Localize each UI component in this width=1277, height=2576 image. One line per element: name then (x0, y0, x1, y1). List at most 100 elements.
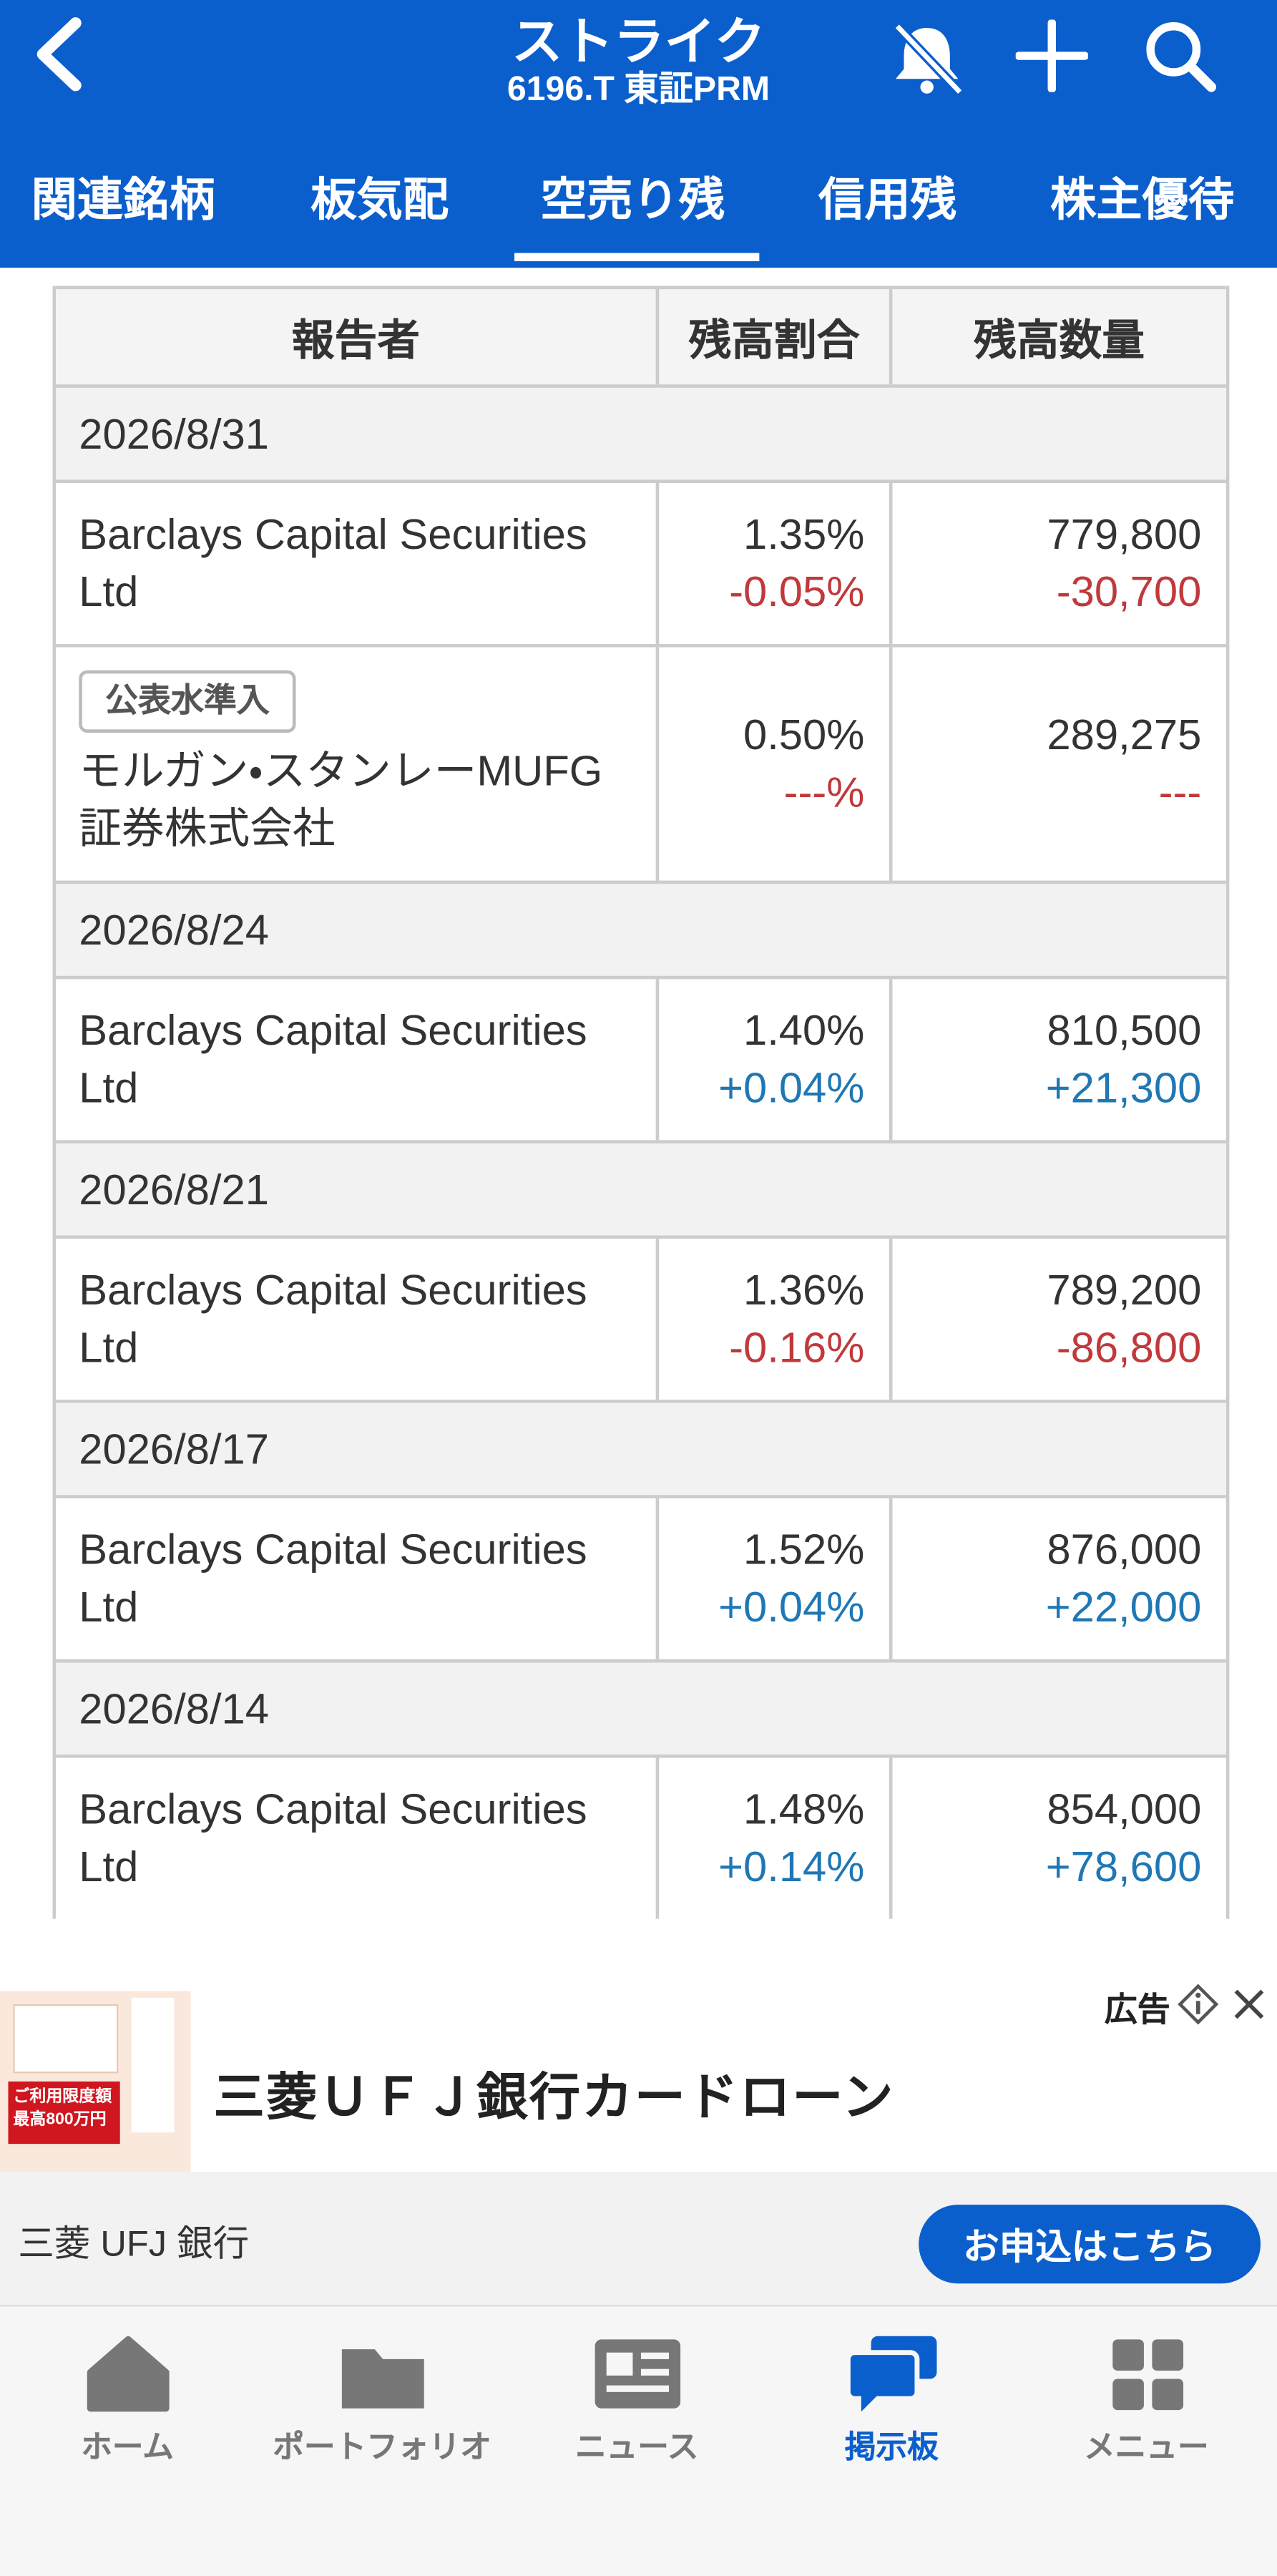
tab[interactable]: 信用残 (818, 174, 957, 225)
reporter-cell: Barclays Capital Securities Ltd (56, 482, 660, 644)
ad-info-icon[interactable] (1177, 1983, 1220, 2026)
table-scroll: 報告者 残高割合 残高数量 2026/8/31 Barclays Capital … (0, 268, 1277, 1979)
quantity-change: -30,700 (1056, 567, 1202, 616)
reporter-cell: Barclays Capital Securities Ltd (56, 1239, 660, 1400)
reporter-cell: Barclays Capital Securities Ltd (56, 979, 660, 1141)
active-tab-indicator (514, 253, 760, 262)
ratio-cell: 1.48% +0.14% (659, 1757, 893, 1919)
quantity: 854,000 (1047, 1784, 1202, 1834)
date-row: 2026/8/31 (56, 384, 1226, 480)
quantity: 289,275 (1047, 709, 1202, 759)
ad-banner[interactable]: ご利用限度額 最高800万円 広告 三菱ＵＦＪ銀行カードローン 三菱 UFJ 銀… (0, 1979, 1277, 2306)
reporter-name: Barclays Capital Securities Ltd (79, 509, 587, 616)
reporter-name: Barclays Capital Securities Ltd (79, 1524, 587, 1631)
quantity-cell: 289,275 --- (892, 648, 1225, 881)
nav-item[interactable]: ポートフォリオ (255, 2306, 509, 2504)
ratio: 1.48% (743, 1784, 865, 1834)
ad-close-button[interactable] (1231, 1986, 1268, 2023)
quantity-cell: 876,000 +22,000 (892, 1498, 1225, 1659)
tab-active[interactable]: 空売り残 (540, 174, 725, 225)
add-button[interactable] (1015, 19, 1088, 92)
tab[interactable]: 関連銘柄 (31, 174, 215, 225)
quantity: 789,200 (1047, 1264, 1202, 1314)
report-row[interactable]: Barclays Capital Securities Ltd 1.35% -0.0… (56, 479, 1226, 644)
reporter-name: Barclays Capital Securities Ltd (79, 1005, 587, 1113)
nav-item[interactable]: ニュース (509, 2306, 764, 2504)
ratio-cell: 1.40% +0.04% (659, 979, 893, 1141)
ad-image-text: 最高800万円 (13, 2111, 107, 2129)
nav-item[interactable]: ホーム (0, 2306, 255, 2504)
ad-cta-button[interactable]: お申込はこちら (919, 2205, 1261, 2284)
reporter-cell: Barclays Capital Securities Ltd (56, 1498, 660, 1659)
ratio: 1.36% (743, 1264, 865, 1314)
column-header: 残高数量 (974, 314, 1145, 364)
ratio-change: +0.04% (718, 1063, 865, 1113)
quantity-change: -86,800 (1056, 1322, 1202, 1372)
home-icon (86, 2336, 169, 2412)
report-row[interactable]: Barclays Capital Securities Ltd 1.40% +0.0… (56, 975, 1226, 1141)
date-row: 2026/8/17 (56, 1400, 1226, 1496)
short-balance-table: 報告者 残高割合 残高数量 2026/8/31 Barclays Capital … (52, 286, 1230, 1919)
table-header: 報告者 残高割合 残高数量 (56, 286, 1226, 385)
ad-footer: 三菱 UFJ 銀行 お申込はこちら (0, 2172, 1277, 2306)
quantity-change: --- (1158, 767, 1202, 817)
nav-label: ニュース (574, 2431, 699, 2467)
news-icon (594, 2339, 680, 2409)
board-icon (844, 2336, 936, 2412)
date-row: 2026/8/24 (56, 880, 1226, 976)
ad-image-text: ご利用限度額 (13, 2088, 112, 2107)
quantity-change: +22,000 (1045, 1581, 1202, 1631)
search-button[interactable] (1140, 16, 1219, 95)
stock-code: 6196.T 東証PRM (507, 70, 770, 109)
back-button[interactable] (29, 16, 85, 92)
ratio-change: +0.14% (718, 1841, 865, 1891)
alert-off-button[interactable] (888, 20, 967, 96)
date-row: 2026/8/21 (56, 1140, 1226, 1236)
stock-name: ストライク (512, 13, 765, 71)
report-row[interactable]: Barclays Capital Securities Ltd 1.48% +0.1… (56, 1755, 1226, 1919)
nav-label: ポートフォリオ (273, 2431, 491, 2467)
ad-label: 広告 (1104, 1992, 1170, 2029)
ratio-cell: 1.36% -0.16% (659, 1239, 893, 1400)
header: ストライク 6196.T 東証PRM 関連銘柄 板気配 空売り残 信用残 株主優… (0, 0, 1277, 268)
ratio-cell: 1.35% -0.05% (659, 482, 893, 644)
date-row: 2026/8/14 (56, 1659, 1226, 1755)
reporter-cell: 公表水準入 モルガン・スタンレーMUFG証券株式会社 (56, 647, 660, 881)
reporter-name: モルガン・スタンレーMUFG証券株式会社 (79, 746, 603, 853)
ratio: 1.52% (743, 1524, 865, 1574)
quantity-cell: 789,200 -86,800 (892, 1239, 1225, 1400)
column-header: 残高割合 (659, 289, 893, 385)
ratio: 0.50% (743, 709, 865, 759)
report-row[interactable]: Barclays Capital Securities Ltd 1.52% +0.0… (56, 1495, 1226, 1659)
ratio: 1.35% (743, 509, 865, 559)
portfolio-icon (341, 2349, 424, 2409)
ratio: 1.40% (743, 1005, 865, 1055)
report-row[interactable]: 公表水準入 モルガン・スタンレーMUFG証券株式会社 0.50% ---% 289,27… (56, 643, 1226, 881)
ratio-change: -0.16% (729, 1322, 865, 1372)
ratio-change: +0.04% (718, 1581, 865, 1631)
tab[interactable]: 板気配 (310, 174, 449, 225)
bottom-nav: ホーム ポートフォリオ ニュース 掲示板 メニュー (0, 2305, 1277, 2576)
tab[interactable]: 株主優待 (1050, 174, 1235, 225)
ratio-change: -0.05% (729, 567, 865, 616)
nav-label-active: 掲示板 (844, 2431, 939, 2467)
nav-item[interactable]: 掲示板 (764, 2306, 1019, 2504)
menu-icon (1112, 2339, 1183, 2411)
reporter-name: Barclays Capital Securities Ltd (79, 1264, 587, 1372)
tab-bar: 関連銘柄 板気配 空売り残 信用残 株主優待 (0, 157, 1277, 268)
report-row[interactable]: Barclays Capital Securities Ltd 1.36% -0.1… (56, 1235, 1226, 1400)
ratio-change: ---% (783, 767, 865, 817)
quantity-change: +21,300 (1045, 1063, 1202, 1113)
quantity: 876,000 (1047, 1524, 1202, 1574)
ad-advertiser: 三菱 UFJ 銀行 (18, 2223, 250, 2264)
ratio-cell: 0.50% ---% (659, 647, 893, 881)
ratio-cell: 1.52% +0.04% (659, 1498, 893, 1659)
ad-title: 三菱ＵＦＪ銀行カードローン (213, 2068, 895, 2126)
ad-image: ご利用限度額 最高800万円 (0, 1991, 191, 2177)
nav-label: ホーム (81, 2431, 174, 2467)
nav-label: メニュー (1084, 2431, 1209, 2467)
nav-item[interactable]: メニュー (1019, 2306, 1273, 2504)
ad-card-image (13, 2004, 119, 2074)
quantity-cell: 779,800 -30,700 (892, 483, 1225, 644)
